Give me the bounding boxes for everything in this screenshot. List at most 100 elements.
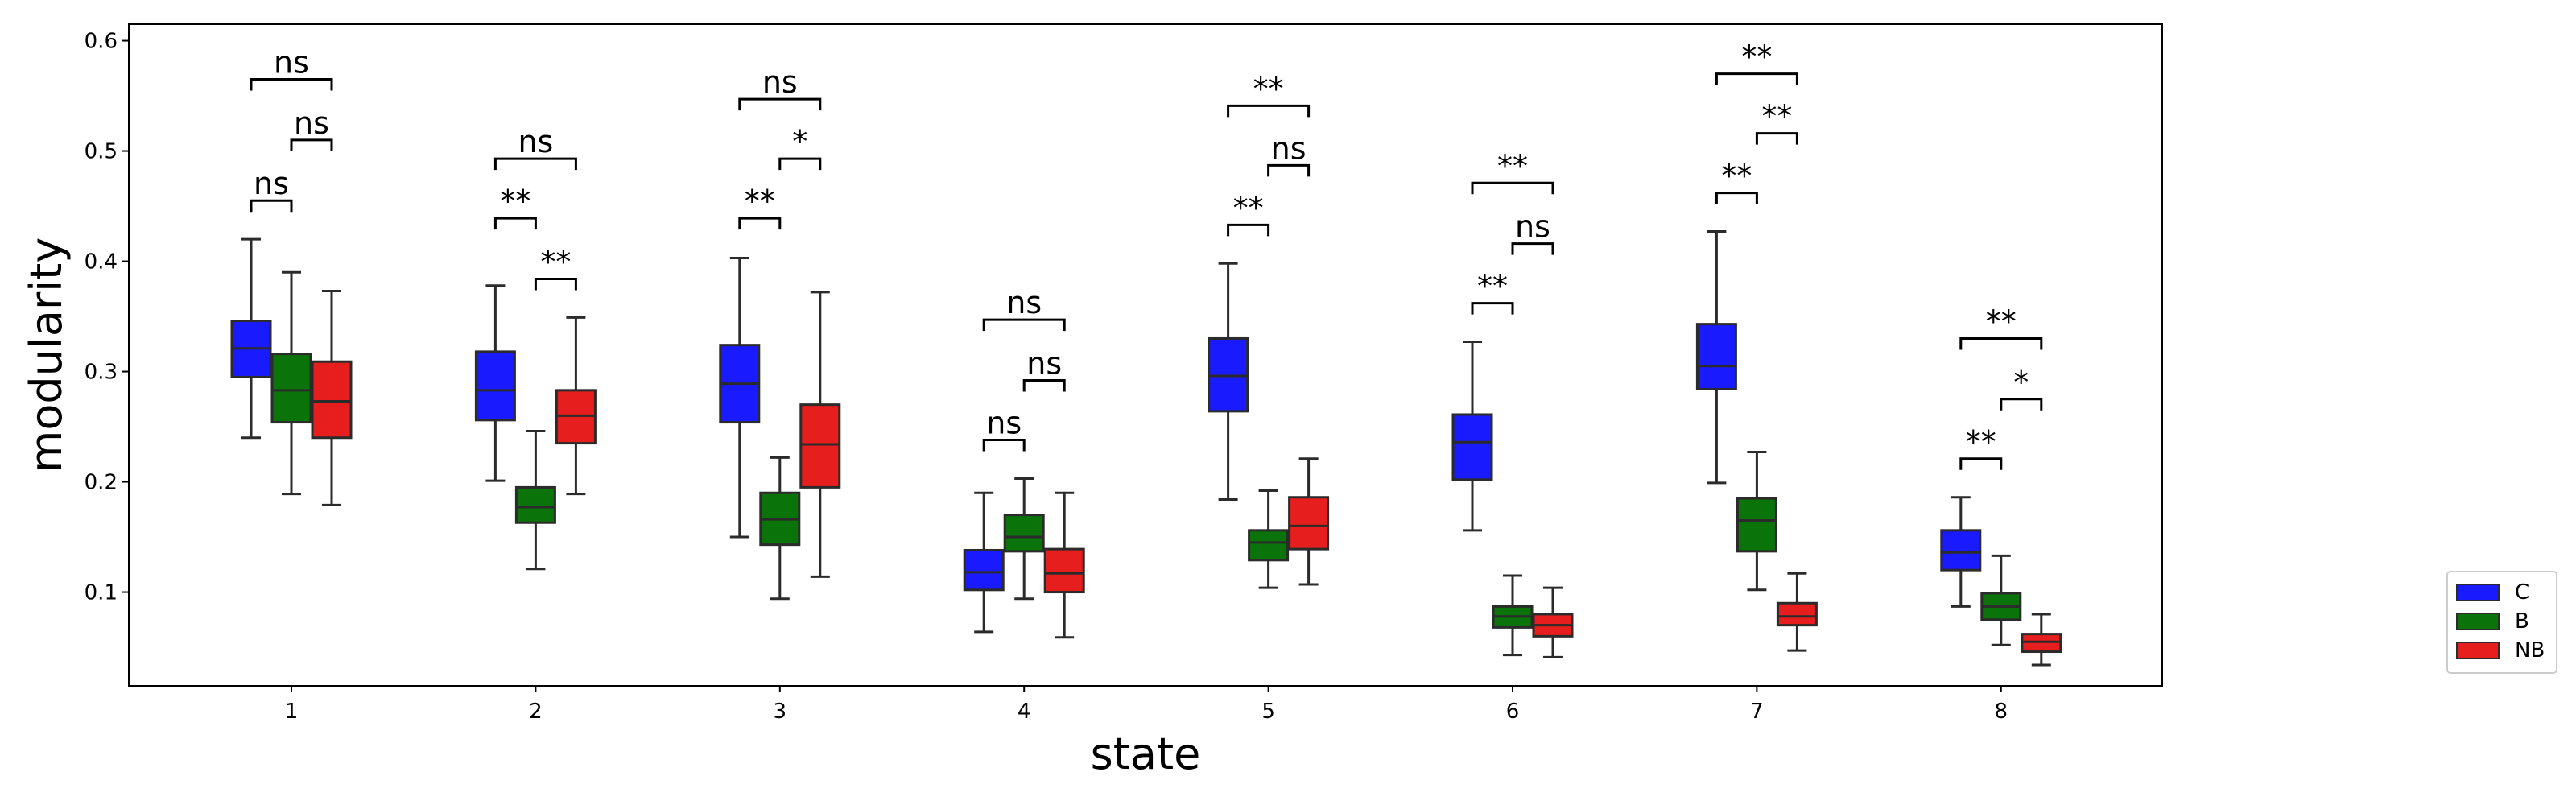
significance-bracket: ** — [534, 244, 577, 291]
legend: CB NB — [2446, 571, 2557, 674]
significance-bracket: ns — [1267, 130, 1311, 177]
significance-label: ns — [762, 64, 798, 100]
bracket-line — [778, 157, 822, 171]
significance-label: ** — [540, 244, 571, 279]
box-C-state-3 — [719, 256, 761, 539]
legend-item-B: B — [2456, 609, 2529, 634]
x-tick-label: 2 — [529, 700, 543, 724]
significance-label: ns — [1515, 209, 1550, 245]
significance-label: ** — [500, 184, 530, 219]
x-tick-label: 8 — [1995, 700, 2008, 724]
significance-label: ns — [274, 45, 309, 80]
significance-bracket: ** — [1227, 190, 1270, 237]
y-tick-label: 0.6 — [85, 30, 118, 54]
y-axis-label: modularity — [21, 237, 72, 473]
significance-bracket: ** — [1755, 99, 1798, 145]
significance-bracket: ** — [493, 184, 537, 230]
significance-label: ** — [1253, 71, 1284, 106]
bracket-line — [738, 217, 782, 230]
bracket-line — [1959, 336, 2043, 350]
box-B-state-4 — [1003, 477, 1045, 601]
significance-label: ns — [1026, 346, 1062, 382]
significance-bracket: ** — [1471, 269, 1514, 315]
box-iqr — [1451, 413, 1493, 481]
box-B-state-2 — [514, 430, 556, 571]
box-iqr — [311, 360, 353, 440]
box-iqr — [1248, 529, 1290, 562]
significance-label: ns — [518, 124, 553, 159]
significance-bracket: ** — [1471, 148, 1554, 195]
x-tick-label: 7 — [1750, 700, 1764, 724]
box-NB-state-8 — [2021, 613, 2062, 667]
x-tick-label: 4 — [1018, 700, 1031, 724]
box-B-state-1 — [270, 270, 312, 496]
x-axis-label: state — [1091, 729, 1201, 779]
y-axis: 0.1 0.2 0.3 0.4 0.5 0.6 — [85, 30, 129, 605]
x-tick-label: 5 — [1261, 700, 1275, 724]
box-B-state-7 — [1736, 451, 1777, 592]
box-NB-state-1 — [311, 290, 353, 506]
legend-swatch — [2456, 613, 2500, 630]
significance-bracket: * — [778, 124, 822, 171]
plot-frame — [128, 23, 2163, 687]
significance-bracket: * — [2000, 365, 2043, 411]
box-iqr — [1776, 601, 1818, 627]
significance-bracket: ns — [250, 166, 293, 213]
bracket-line — [1022, 379, 1066, 392]
bracket-line — [1471, 302, 1514, 315]
bracket-line — [250, 78, 333, 91]
significance-bracket: ns — [1511, 209, 1554, 255]
bracket-line — [982, 438, 1026, 452]
legend-swatch — [2456, 584, 2500, 601]
bracket-line — [1755, 132, 1798, 145]
legend-label: B — [2515, 609, 2529, 634]
box-B-state-6 — [1492, 574, 1534, 657]
bracket-line — [1227, 104, 1311, 118]
significance-label: ** — [1741, 39, 1772, 75]
box-NB-state-7 — [1776, 572, 1818, 652]
significance-label: ns — [986, 405, 1022, 440]
significance-bracket: ** — [1959, 424, 2003, 470]
significance-label: ** — [1233, 190, 1264, 225]
box-iqr — [963, 548, 1005, 592]
bracket-line — [1267, 163, 1311, 177]
significance-bracket: ns — [250, 45, 333, 91]
significance-bracket: ns — [982, 285, 1066, 332]
box-iqr — [270, 353, 312, 424]
legend-label: C — [2515, 580, 2529, 605]
significance-label: ns — [254, 166, 289, 201]
x-tick-label: 1 — [285, 700, 299, 724]
significance-bracket: ns — [1022, 346, 1066, 392]
significance-bracket: ** — [738, 184, 782, 230]
box-iqr — [1736, 497, 1777, 553]
bracket-line — [1471, 181, 1554, 195]
legend-swatch — [2456, 642, 2500, 659]
bracket-line — [1511, 242, 1554, 255]
bracket-line — [1715, 192, 1758, 204]
box-iqr — [1940, 529, 1982, 572]
box-B-state-8 — [1980, 554, 2022, 646]
y-tick-label: 0.5 — [85, 140, 118, 164]
box-C-state-6 — [1451, 341, 1493, 532]
x-tick-label: 6 — [1506, 700, 1520, 724]
legend-label: NB — [2515, 638, 2545, 663]
bracket-line — [738, 97, 822, 111]
significance-label: * — [2013, 365, 2029, 400]
significance-bracket: ns — [738, 64, 822, 111]
x-tick-label: 3 — [774, 700, 787, 724]
significance-bracket: ** — [1715, 39, 1798, 85]
bracket-line — [493, 157, 577, 171]
significance-label: ** — [1761, 99, 1792, 134]
y-tick-label: 0.2 — [85, 471, 118, 495]
legend-item-C: C — [2456, 580, 2529, 605]
significance-label: ** — [745, 184, 775, 219]
significance-bracket: ns — [982, 405, 1026, 452]
significance-bracket: ** — [1959, 303, 2043, 350]
significance-label: ns — [1006, 285, 1042, 320]
bracket-line — [250, 199, 293, 213]
box-C-state-2 — [474, 284, 516, 482]
box-NB-state-5 — [1288, 457, 1330, 586]
significance-label: ns — [294, 105, 329, 141]
significance-label: ** — [1497, 148, 1528, 184]
